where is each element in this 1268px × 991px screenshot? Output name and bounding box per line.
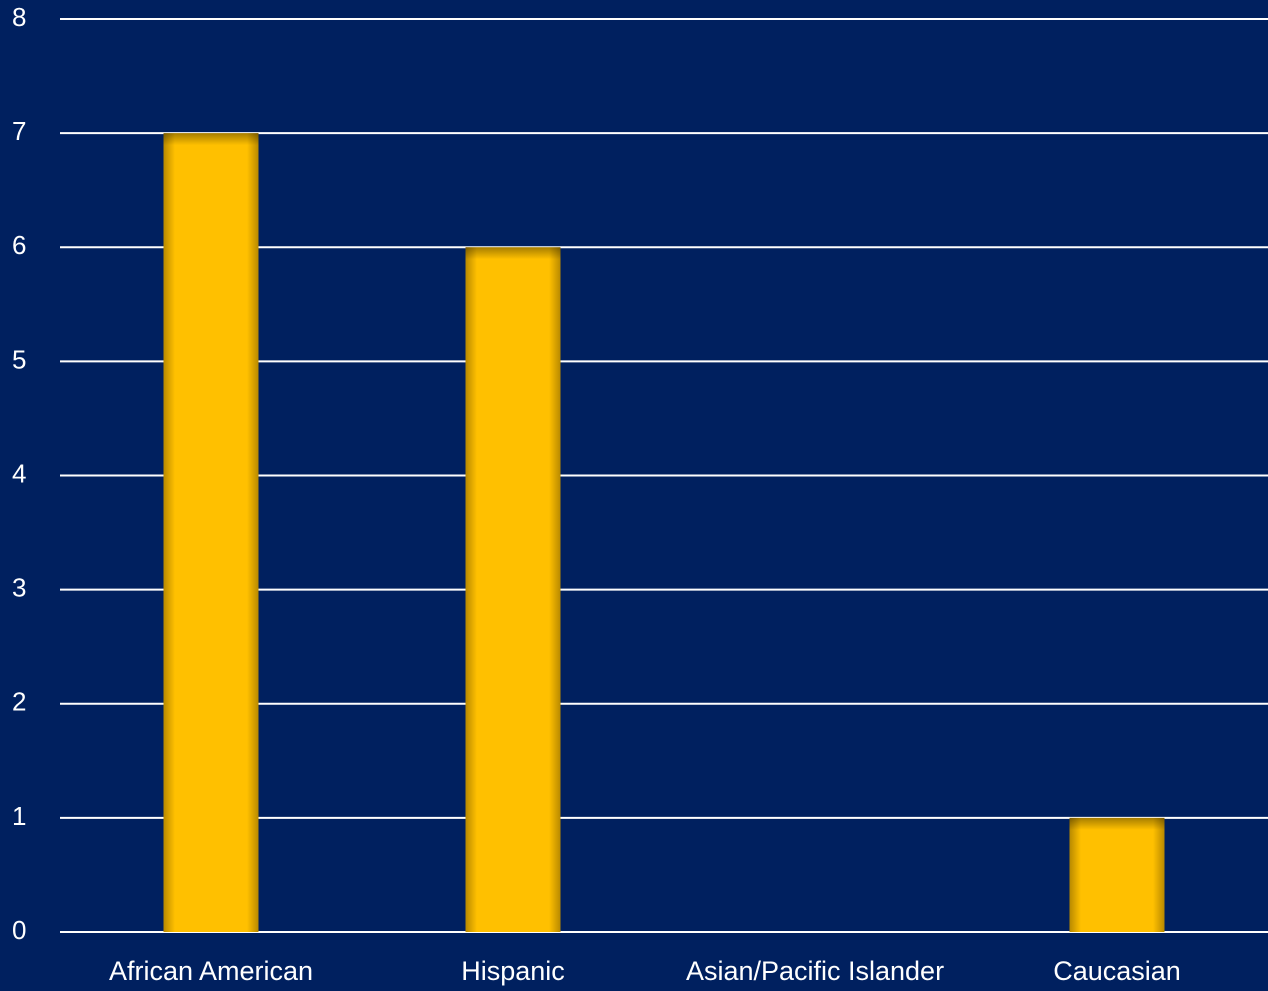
y-axis-tick-labels: 0 1 2 3 4 5 6 7 8 [12, 2, 26, 945]
y-tick-label: 4 [12, 458, 26, 488]
y-tick-label: 5 [12, 344, 26, 374]
bar-fill [465, 247, 561, 932]
y-tick-label: 1 [12, 801, 26, 831]
bar-top-shade [163, 133, 259, 146]
y-tick-label: 0 [12, 915, 26, 945]
y-tick-label: 3 [12, 573, 26, 603]
x-category-label: African American [109, 956, 313, 986]
y-tick-label: 2 [12, 687, 26, 717]
bar-fill [1069, 817, 1165, 932]
x-category-label: Hispanic [461, 956, 565, 986]
x-category-label: Caucasian [1053, 956, 1181, 986]
bars [163, 133, 1165, 932]
bar-fill [163, 133, 259, 932]
bar-hispanic [465, 247, 561, 932]
x-axis-category-labels: African American Hispanic Asian/Pacific Is… [109, 956, 1181, 986]
y-tick-label: 7 [12, 116, 26, 146]
bar-top-shade [465, 247, 561, 260]
y-tick-label: 8 [12, 2, 26, 32]
bar-african-american [163, 133, 259, 932]
x-category-label: Asian/Pacific Islander [686, 956, 944, 986]
gridlines [60, 18, 1268, 933]
bar-caucasian [1069, 817, 1165, 932]
bar-top-shade [1069, 817, 1165, 830]
y-tick-label: 6 [12, 230, 26, 260]
